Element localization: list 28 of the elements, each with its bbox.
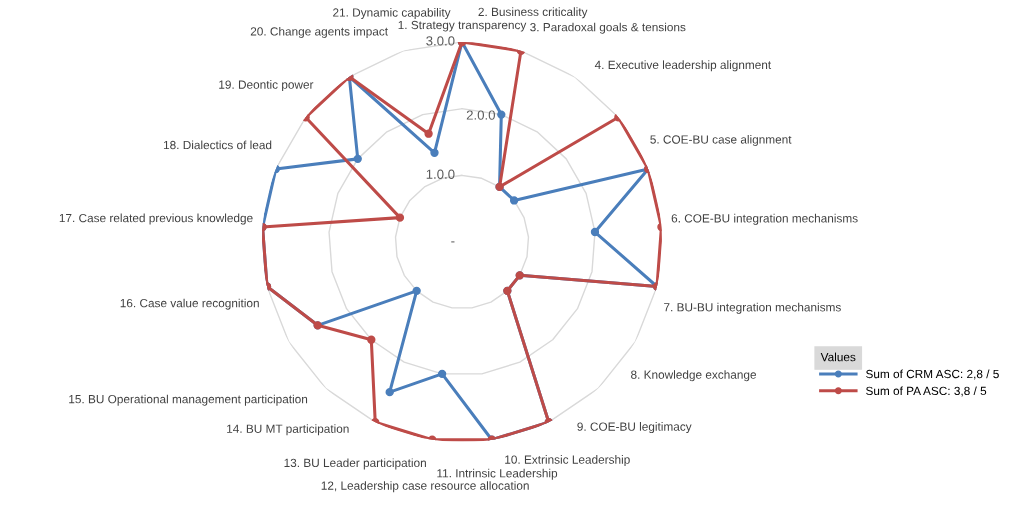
spoke-label: 14. BU MT participation bbox=[227, 424, 349, 436]
spoke-label: 16. Case value recognition bbox=[120, 298, 259, 310]
y-tick-label: 2.0.0 bbox=[466, 110, 495, 120]
spoke-label: 2. Business criticality bbox=[478, 7, 588, 19]
spoke-label: 18. Dialectics of lead bbox=[163, 140, 272, 150]
spoke-label: 6. COE-BU integration mechanisms bbox=[671, 213, 858, 225]
spoke-label: 7. BU-BU integration mechanisms bbox=[664, 302, 841, 314]
legend-label: Sum of PA ASC: 3,8 / 5 bbox=[866, 386, 987, 397]
spoke-label: 10. Extrinsic Leadership bbox=[505, 455, 630, 467]
spoke-label: 9. COE-BU legitimacy bbox=[577, 422, 692, 434]
spoke-label: 21. Dynamic capability bbox=[333, 8, 451, 20]
spoke-label: 17. Case related previous knowledge bbox=[59, 213, 253, 225]
spoke-label: 5. COE-BU case alignment bbox=[650, 134, 792, 146]
legend-label: Sum of CRM ASC: 2,8 / 5 bbox=[866, 369, 999, 380]
spoke-label: 4. Executive leadership alignment bbox=[594, 60, 772, 72]
y-tick-label: 3.0.0 bbox=[426, 36, 455, 46]
spoke-label: 13. BU Leader participation bbox=[284, 458, 426, 470]
spoke-label: 20. Change agents impact bbox=[250, 26, 388, 38]
legend-title: Values bbox=[820, 352, 856, 362]
spoke-label: 1. Strategy transparency bbox=[398, 20, 527, 32]
spoke-label: 19. Deontic power bbox=[219, 80, 314, 92]
spoke-label: 12, Leadership case resource allocation bbox=[321, 481, 529, 493]
spoke-label: 15. BU Operational management participation bbox=[69, 394, 308, 406]
spoke-label: 3. Paradoxal goals & tensions bbox=[530, 22, 686, 34]
spoke-label: 8. Knowledge exchange bbox=[631, 370, 757, 382]
y-tick-label: - bbox=[451, 241, 455, 243]
spoke-label: 11. Intrinsic Leadership bbox=[437, 468, 558, 480]
y-tick-label: 1.0.0 bbox=[426, 169, 455, 179]
